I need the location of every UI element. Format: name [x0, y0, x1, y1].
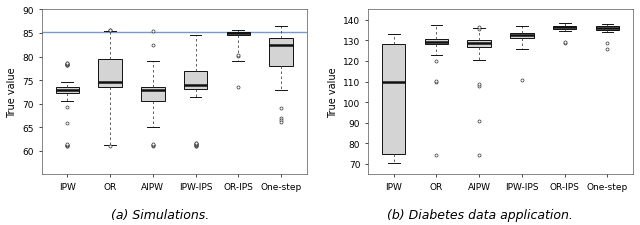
Text: (b) Diabetes data application.: (b) Diabetes data application.	[387, 208, 573, 221]
PathPatch shape	[141, 88, 164, 102]
PathPatch shape	[596, 27, 619, 31]
PathPatch shape	[382, 45, 405, 154]
PathPatch shape	[227, 32, 250, 36]
Y-axis label: True value: True value	[328, 67, 337, 118]
Text: (a) Simulations.: (a) Simulations.	[111, 208, 209, 221]
PathPatch shape	[269, 38, 293, 67]
PathPatch shape	[99, 60, 122, 88]
PathPatch shape	[56, 87, 79, 93]
PathPatch shape	[510, 34, 534, 39]
PathPatch shape	[184, 71, 207, 89]
PathPatch shape	[424, 40, 448, 45]
Y-axis label: True value: True value	[7, 67, 17, 118]
PathPatch shape	[467, 41, 491, 47]
PathPatch shape	[553, 26, 577, 30]
